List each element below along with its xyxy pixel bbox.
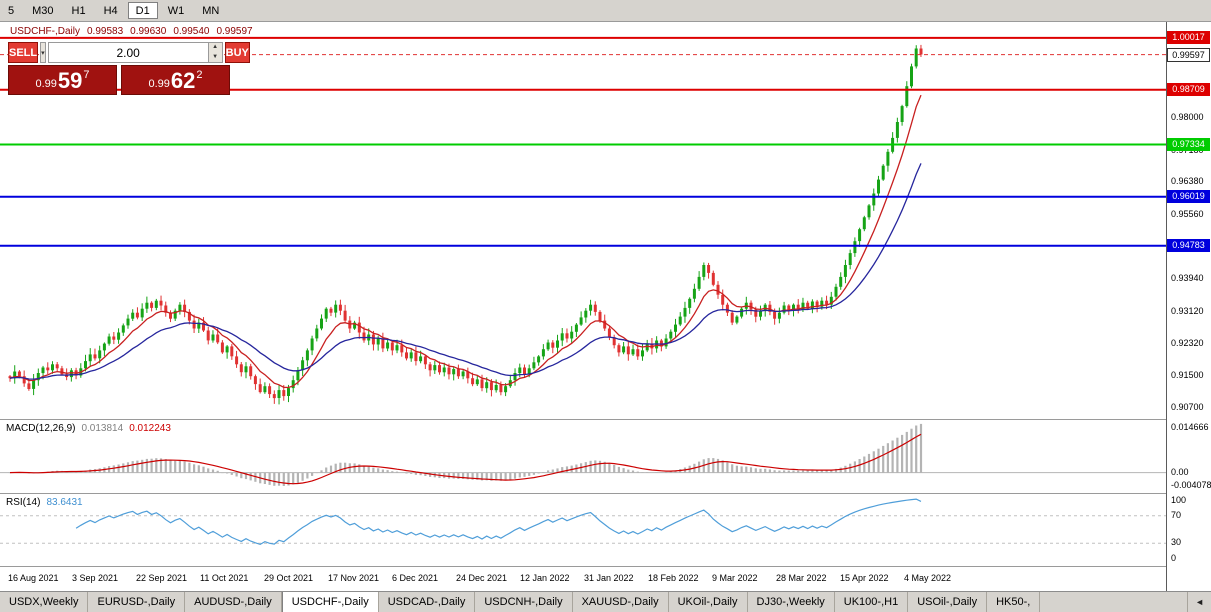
chart-tab[interactable]: DJ30-,Weekly [747, 592, 835, 612]
trade-panel-quotes: 0.99 59 7 0.99 62 2 [8, 65, 230, 95]
stepper-down-icon[interactable]: ▼ [208, 52, 222, 62]
chart-tab[interactable]: USDCHF-,Daily [281, 592, 379, 612]
date-label: 3 Sep 2021 [72, 573, 119, 583]
timeframe-button[interactable]: 5 [0, 2, 23, 19]
date-label: 31 Jan 2022 [584, 573, 634, 583]
volume-field: ▲ ▼ [47, 42, 223, 63]
chart-tab[interactable]: USOil-,Daily [908, 592, 988, 612]
macd-signal-value: 0.012243 [129, 423, 171, 434]
price-level-badge: 1.00017 [1167, 30, 1210, 44]
price-tick-label: 0.93940 [1171, 273, 1204, 284]
low-value: 0.99540 [173, 26, 210, 37]
bid-big-digits: 59 [57, 68, 83, 93]
timeframe-button[interactable]: H4 [95, 2, 126, 19]
chart-tabs: USDX,Weekly EURUSD-,Daily AUDUSD-,Daily USD… [0, 592, 1041, 612]
date-label: 9 Mar 2022 [712, 573, 758, 583]
timeframe-button[interactable]: H1 [63, 2, 94, 19]
date-label: 17 Nov 2021 [328, 573, 380, 583]
price-level-badge: 0.97334 [1167, 137, 1210, 151]
chart-tab[interactable]: USDCNH-,Daily [475, 592, 573, 612]
current-price-badge: 0.99597 [1167, 47, 1210, 62]
symbol-period-label: USDCHF-,Daily [10, 26, 80, 37]
price-tick-label: 0.92320 [1171, 337, 1204, 348]
timeframe-button[interactable]: W1 [159, 2, 193, 19]
macd-main-value: 0.013814 [81, 423, 124, 434]
ask-quote-box[interactable]: 0.99 62 2 [121, 65, 230, 95]
chart-tab[interactable]: XAUUSD-,Daily [572, 592, 669, 612]
date-label: 29 Oct 2021 [264, 573, 314, 583]
chart-tab[interactable]: UK100-,H1 [834, 592, 909, 612]
date-label: 6 Dec 2021 [392, 573, 439, 583]
price-tick-label: 0.90700 [1171, 402, 1204, 412]
timeframe-button[interactable]: M30 [24, 2, 62, 19]
date-label: 22 Sep 2021 [136, 573, 188, 583]
bid-quote-box[interactable]: 0.99 59 7 [8, 65, 117, 95]
price-tick-label: 0.93120 [1171, 305, 1204, 316]
price-tick-label: 0.98000 [1171, 112, 1204, 122]
timeframe-button[interactable]: D1 [127, 2, 158, 19]
date-label: 15 Apr 2022 [840, 573, 889, 583]
trade-panel-controls: SELL ▾ ▲ ▼ BUY [8, 42, 250, 63]
tab-scroll-left-button[interactable]: ◄ [1187, 592, 1211, 612]
rsi-indicator-label: RSI(14) 83.6431 [6, 497, 83, 508]
ask-big-digits: 62 [170, 68, 196, 93]
date-label: 16 Aug 2021 [8, 573, 59, 583]
chart-tab[interactable]: EURUSD-,Daily [88, 592, 186, 612]
macd-name: MACD(12,26,9) [6, 423, 76, 434]
price-level-badge: 0.98709 [1167, 82, 1210, 96]
buy-button[interactable]: BUY [224, 42, 250, 63]
chart-tab[interactable]: UKOil-,Daily [668, 592, 748, 612]
chart-tab[interactable]: HK50-, [987, 592, 1041, 612]
price-level-badge: 0.96019 [1167, 189, 1210, 203]
macd-axis-label: -0.004078 [1171, 480, 1211, 490]
bid-pipette-digit: 7 [83, 69, 90, 81]
date-label: 28 Mar 2022 [776, 573, 827, 583]
open-value: 0.99583 [87, 26, 124, 37]
chart-tab[interactable]: USDX,Weekly [0, 592, 89, 612]
date-label: 4 May 2022 [904, 573, 952, 583]
sell-button[interactable]: SELL [8, 42, 39, 63]
date-label: 18 Feb 2022 [648, 573, 699, 583]
price-tick-label: 0.95560 [1171, 208, 1204, 219]
macd-indicator-label: MACD(12,26,9) 0.013814 0.012243 [6, 423, 171, 434]
date-label: 11 Oct 2021 [200, 573, 249, 583]
macd-axis-label: 0.00 [1171, 466, 1189, 477]
price-tick-label: 0.96380 [1171, 176, 1204, 187]
price-axis[interactable]: 0.980000.971800.963800.955600.939400.931… [1167, 0, 1211, 612]
rsi-value: 83.6431 [46, 497, 83, 508]
price-tick-label: 0.91500 [1171, 370, 1204, 381]
high-value: 0.99630 [130, 26, 167, 37]
stepper-up-icon[interactable]: ▲ [208, 43, 222, 53]
one-click-trade-panel: SELL ▾ ▲ ▼ BUY 0.99 59 7 0.99 62 [8, 42, 250, 95]
macd-axis-label: 0.014666 [1171, 422, 1209, 432]
rsi-axis-label: 70 [1171, 509, 1182, 520]
ohlc-info: USDCHF-,Daily 0.99583 0.99630 0.99540 0.… [10, 26, 253, 37]
rsi-axis-label: 30 [1171, 537, 1182, 548]
rsi-name: RSI(14) [6, 497, 41, 508]
timeframe-toolbar: 5 M30 H1 H4 D1 W1 MN [0, 0, 1211, 22]
date-label: 24 Dec 2021 [456, 573, 508, 583]
date-label: 12 Jan 2022 [520, 573, 570, 583]
ask-prefix: 0.99 [148, 78, 170, 90]
rsi-axis-label: 0 [1171, 553, 1177, 563]
ask-pipette-digit: 2 [196, 69, 203, 81]
chart-tab[interactable]: AUDUSD-,Daily [185, 592, 282, 612]
order-type-dropdown[interactable]: ▾ [40, 42, 46, 63]
timeframe-button[interactable]: MN [194, 2, 228, 19]
price-level-badge: 0.94783 [1167, 238, 1210, 252]
volume-input[interactable] [48, 43, 208, 62]
bid-prefix: 0.99 [35, 78, 57, 90]
volume-stepper: ▲ ▼ [207, 43, 222, 62]
close-value: 0.99597 [216, 26, 253, 37]
chart-tab-bar: USDX,Weekly EURUSD-,Daily AUDUSD-,Daily USD… [0, 591, 1211, 612]
rsi-axis-label: 100 [1171, 495, 1187, 505]
chevron-down-icon: ▾ [41, 49, 45, 57]
time-axis[interactable]: 16 Aug 2021 3 Sep 2021 22 Sep 2021 11 Oct 2… [0, 568, 1166, 590]
chart-tab[interactable]: USDCAD-,Daily [378, 592, 476, 612]
